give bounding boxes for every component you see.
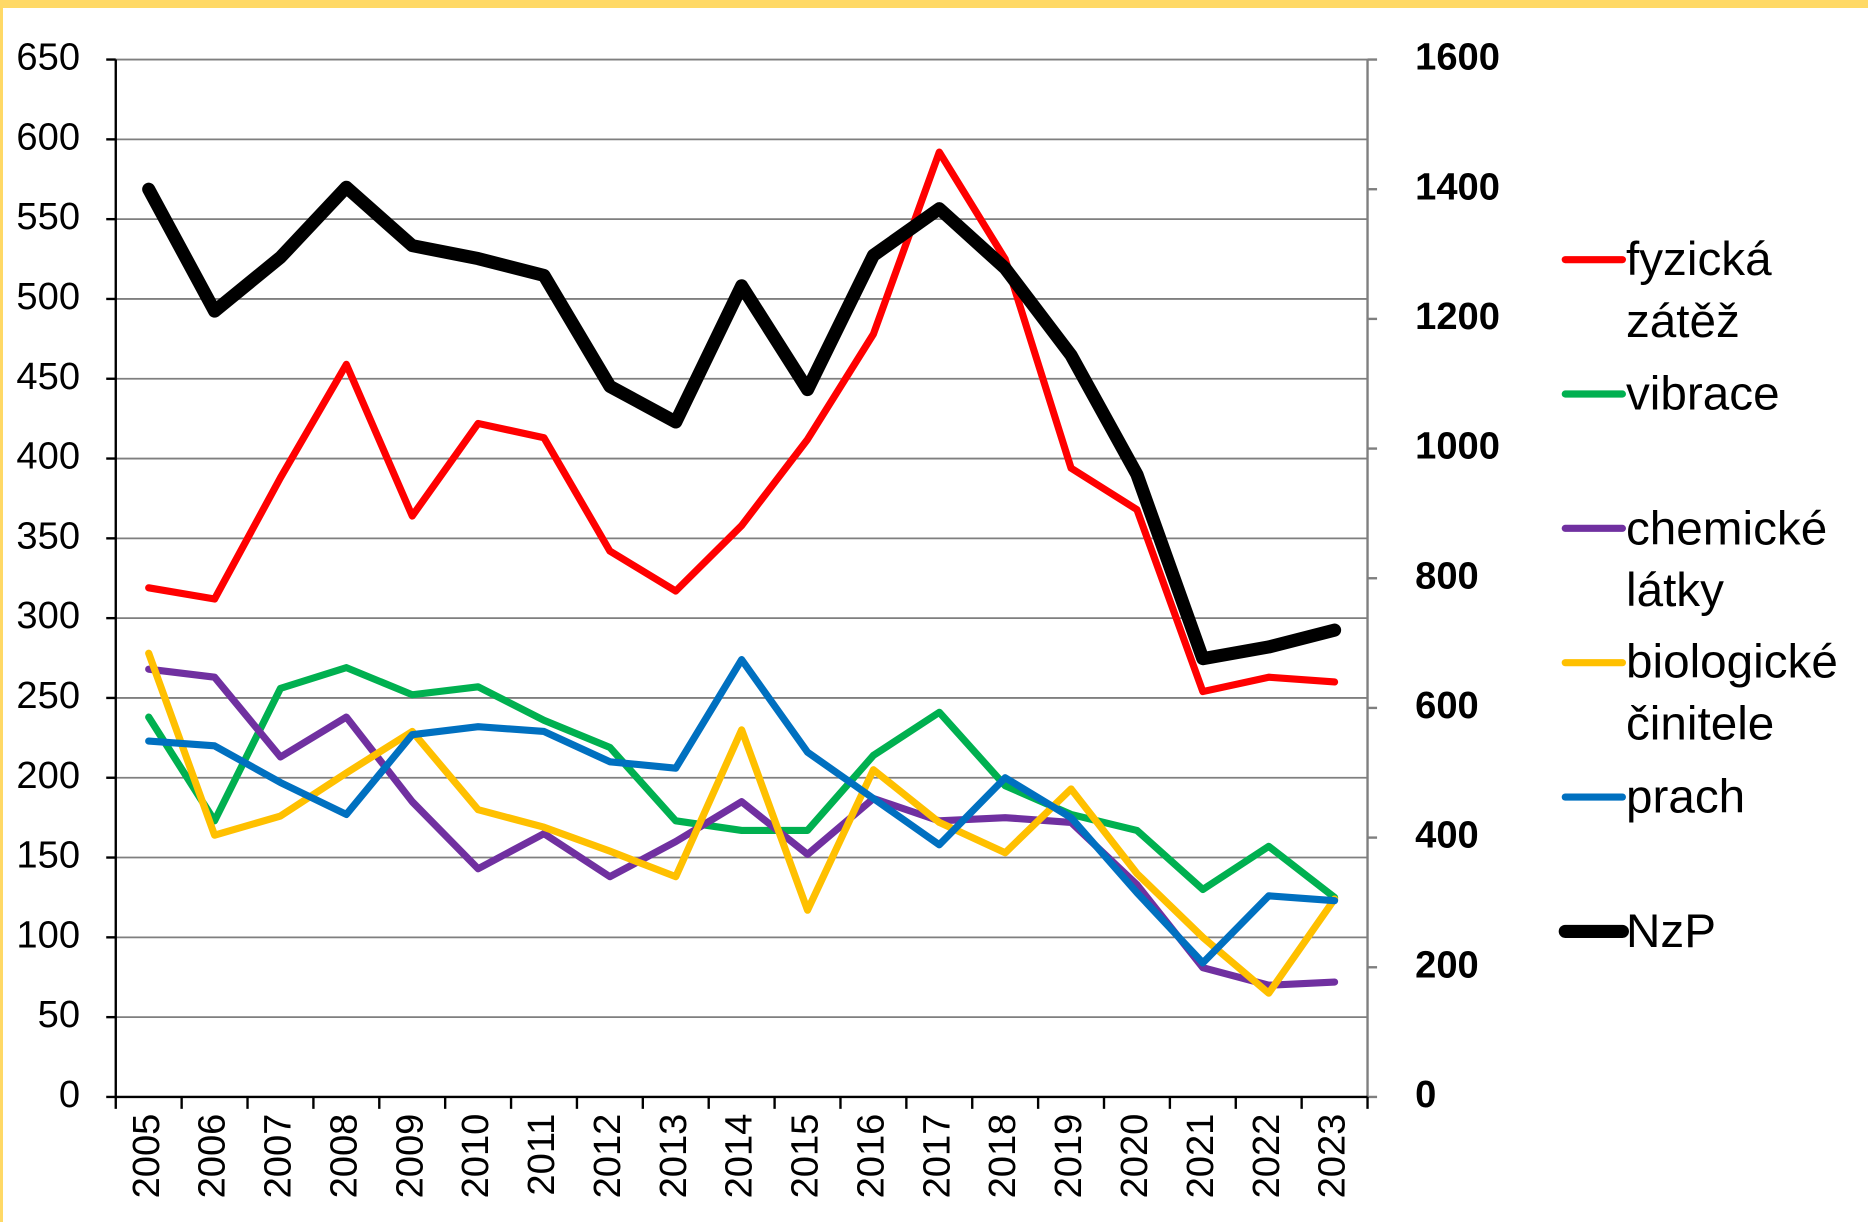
y-tick-label: 150 xyxy=(16,835,80,877)
y2-tick-label: 1400 xyxy=(1415,166,1500,208)
x-tick-label: 2019 xyxy=(1048,1114,1090,1199)
y2-tick-label: 1600 xyxy=(1415,37,1500,79)
y-tick-label: 650 xyxy=(16,37,80,79)
y-tick-label: 400 xyxy=(16,436,80,478)
x-tick-label: 2012 xyxy=(587,1114,629,1199)
x-tick-label: 2005 xyxy=(126,1114,168,1199)
legend-item: chemické látky xyxy=(1625,502,1828,617)
y-tick-label: 350 xyxy=(16,515,80,557)
y2-tick-label: 800 xyxy=(1415,555,1479,597)
y-tick-label: 550 xyxy=(16,196,80,238)
y2-tick-label: 200 xyxy=(1415,944,1479,986)
y-tick-label: 500 xyxy=(16,276,80,318)
legend-item: NzP xyxy=(1625,905,1717,958)
series-line xyxy=(145,664,1339,902)
y-tick-label: 600 xyxy=(16,116,80,158)
legend-label: vibrace xyxy=(1625,367,1780,421)
x-tick-label: 2008 xyxy=(323,1114,365,1199)
x-tick-label: 2021 xyxy=(1180,1114,1222,1199)
x-tick-label: 2011 xyxy=(521,1114,563,1196)
y-tick-label: 250 xyxy=(16,675,80,717)
legend-label: fyzická zátěž xyxy=(1625,233,1772,348)
legend-item: prach xyxy=(1625,770,1746,824)
series-line xyxy=(145,649,1339,997)
y2-tick-label: 600 xyxy=(1415,685,1479,727)
x-tick-label: 2006 xyxy=(192,1114,234,1199)
legend-label: chemické látky xyxy=(1625,502,1828,617)
x-tick-label: 2007 xyxy=(258,1114,300,1199)
legend-item: fyzická zátěž xyxy=(1625,233,1772,348)
y-tick-label: 100 xyxy=(16,914,80,956)
y-tick-label: 450 xyxy=(16,356,80,398)
y2-tick-label: 0 xyxy=(1415,1074,1436,1116)
legend-label: prach xyxy=(1625,770,1746,824)
y2-tick-label: 1000 xyxy=(1415,426,1500,468)
x-tick-label: 2018 xyxy=(982,1114,1024,1199)
y-tick-label: 50 xyxy=(38,994,80,1036)
y2-tick-label: 400 xyxy=(1415,815,1479,857)
x-tick-label: 2022 xyxy=(1246,1114,1288,1199)
x-tick-label: 2015 xyxy=(785,1114,827,1199)
x-tick-label: 2017 xyxy=(916,1114,958,1199)
legend-label: NzP xyxy=(1625,905,1717,958)
x-tick-label: 2009 xyxy=(389,1114,431,1199)
y-tick-label: 0 xyxy=(59,1074,80,1116)
x-tick-label: 2020 xyxy=(1114,1114,1156,1199)
x-tick-label: 2014 xyxy=(719,1114,761,1199)
y-tick-label: 200 xyxy=(16,755,80,797)
y2-tick-label: 1200 xyxy=(1415,296,1500,338)
series-line xyxy=(145,656,1339,967)
legend-label: biologické činitele xyxy=(1625,636,1838,751)
x-tick-label: 2023 xyxy=(1312,1114,1354,1199)
series-line xyxy=(145,148,1339,696)
series-line xyxy=(145,665,1339,989)
series-line xyxy=(142,180,1342,666)
y-tick-label: 300 xyxy=(16,595,80,637)
legend-item: biologické činitele xyxy=(1625,636,1838,751)
legend-item: vibrace xyxy=(1625,367,1780,421)
x-tick-label: 2010 xyxy=(455,1114,497,1199)
x-tick-label: 2016 xyxy=(850,1114,892,1199)
x-tick-label: 2013 xyxy=(653,1114,695,1199)
